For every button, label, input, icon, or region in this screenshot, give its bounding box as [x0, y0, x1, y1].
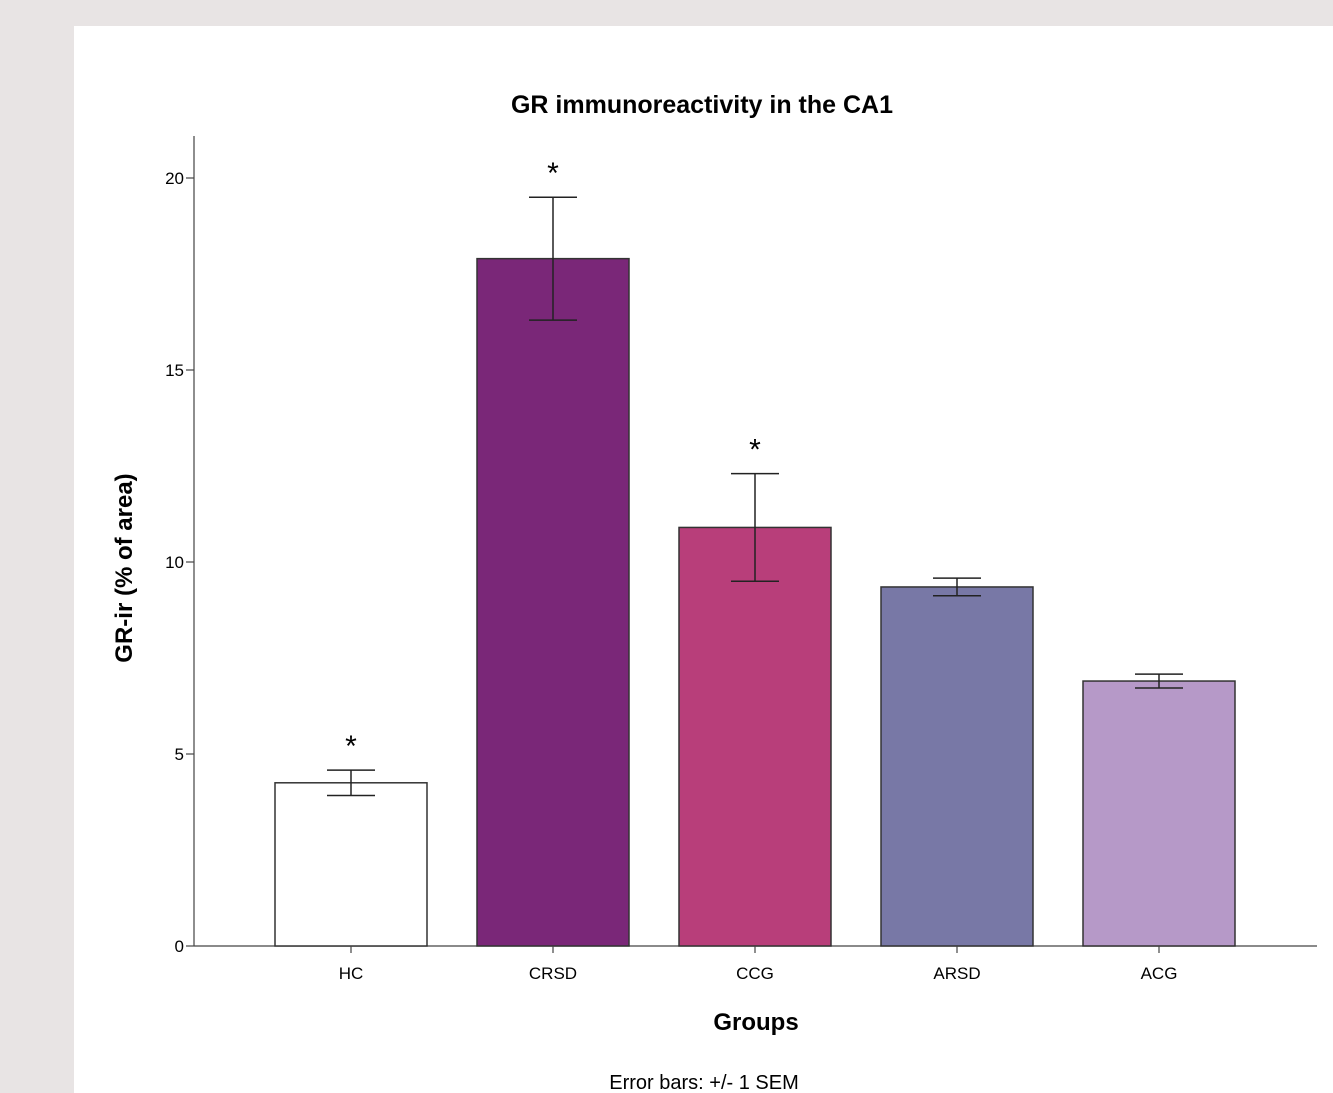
y-tick-label: 0	[175, 937, 184, 956]
significance-star: *	[547, 157, 559, 190]
x-tick-label: ACG	[1141, 964, 1178, 983]
error-bars-note: Error bars: +/- 1 SEM	[609, 1072, 799, 1093]
x-tick-label: CCG	[736, 964, 774, 983]
y-tick-label: 20	[165, 169, 184, 188]
significance-star: *	[345, 730, 357, 763]
y-tick-label: 10	[165, 553, 184, 572]
y-axis-label: GR-ir (% of area)	[111, 473, 138, 662]
y-tick-label: 15	[165, 361, 184, 380]
bar-acg	[1082, 680, 1236, 947]
y-tick-label: 5	[175, 745, 184, 764]
x-axis-label: Groups	[713, 1009, 798, 1036]
bar-crsd	[476, 257, 630, 947]
x-tick-label: ARSD	[933, 964, 980, 983]
bar-ccg	[678, 526, 832, 947]
chart-title: GR immunoreactivity in the CA1	[511, 91, 893, 119]
significance-star: *	[749, 434, 761, 467]
x-tick-label: CRSD	[529, 964, 577, 983]
x-tick-label: HC	[339, 964, 364, 983]
y-axis-label-group: GR-ir (% of area)	[111, 473, 138, 662]
bar-hc	[274, 782, 428, 947]
bar-chart: GR immunoreactivity in the CA1 GR-ir (% …	[111, 91, 1317, 1093]
bar-arsd	[880, 586, 1034, 947]
chart-panel: GR immunoreactivity in the CA1 GR-ir (% …	[74, 26, 1333, 1093]
plot-area: 0 5 10 15 20 * HC * CRSD * CCG ARSD ACG	[165, 136, 1317, 983]
